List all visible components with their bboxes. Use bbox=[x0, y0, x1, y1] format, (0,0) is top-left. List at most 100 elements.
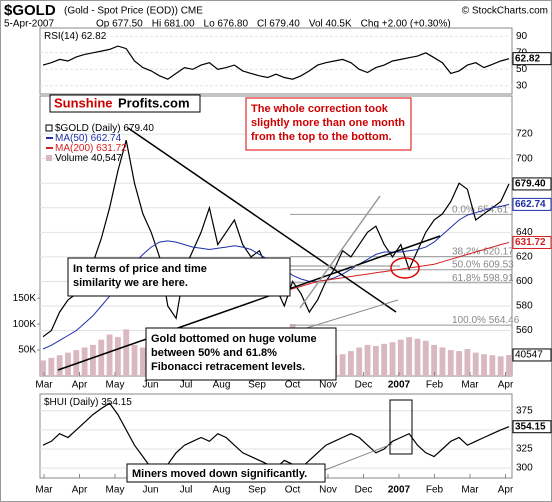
legend-entry: $GOLD (Daily) 679.40 bbox=[55, 123, 154, 134]
volume-bar bbox=[497, 356, 504, 376]
stat: Vol 40.5K bbox=[309, 19, 352, 30]
fib-label: 38.2% 620.17 bbox=[452, 246, 514, 257]
legend-name: MA(200) bbox=[55, 143, 93, 154]
fib-percent: 50.0% bbox=[452, 259, 480, 270]
volume-bar bbox=[48, 357, 55, 376]
fib-value: 620.17 bbox=[483, 246, 514, 257]
stat: Op 677.50 bbox=[96, 19, 143, 30]
y2-tick-label: 100K bbox=[13, 319, 37, 330]
fib-label: 50.0% 609.53 bbox=[452, 259, 514, 270]
logo bbox=[49, 94, 201, 113]
volume-bar bbox=[364, 344, 371, 376]
legend-swatch bbox=[45, 124, 53, 132]
description: (Gold - Spot Price (EOD)) CME bbox=[64, 6, 203, 17]
volume-bar bbox=[56, 355, 63, 376]
legend-entry: MA(50) 662.74 bbox=[55, 133, 122, 144]
last-value-label: 40547 bbox=[515, 350, 543, 361]
legend-value: 631.72 bbox=[96, 143, 127, 154]
x-tick-label: Mar bbox=[35, 485, 53, 496]
fib-percent: 38.2% bbox=[452, 246, 480, 257]
x-tick-label: Aug bbox=[213, 380, 231, 391]
stat: Hi 681.00 bbox=[152, 19, 195, 30]
volume-bar bbox=[489, 355, 496, 376]
note-box bbox=[126, 463, 326, 483]
volume-bar bbox=[439, 347, 446, 376]
volume-bar bbox=[90, 344, 96, 376]
volume-bar bbox=[81, 347, 88, 376]
last-value-label: 662.74 bbox=[515, 199, 546, 210]
volume-bar bbox=[472, 352, 479, 376]
last-value-box bbox=[512, 348, 552, 362]
stat: Chg +2.00 (+0.30%) bbox=[361, 19, 451, 30]
x-tick-label: May bbox=[106, 485, 125, 496]
volume-bar bbox=[389, 342, 396, 376]
y-tick-label: 300 bbox=[516, 463, 533, 474]
volume-bar bbox=[456, 351, 462, 376]
stats: Op 677.50 Hi 681.00 Lo 676.80 Cl 679.40 Vol … bbox=[96, 19, 451, 30]
note-line: similarity we are here. bbox=[73, 277, 188, 289]
y-tick-label: 325 bbox=[516, 444, 533, 455]
date: 5-Apr-2007 bbox=[4, 19, 54, 30]
credit: © StockCharts.com bbox=[462, 6, 548, 17]
volume-bar bbox=[356, 347, 363, 376]
legend-entry: Volume 40,547 bbox=[55, 153, 122, 164]
last-value-box bbox=[512, 52, 552, 66]
x-tick-label: Jun bbox=[142, 485, 158, 496]
note: The whole correction took slightly more t… bbox=[251, 103, 405, 143]
legend-value: 662.74 bbox=[91, 133, 122, 144]
x-tick-label: Apr bbox=[498, 380, 514, 391]
x-tick-label: Jul bbox=[180, 485, 193, 496]
x-tick-label: Mar bbox=[461, 485, 479, 496]
note-line: slightly more than one month bbox=[251, 117, 405, 129]
logo-first: Sunshine bbox=[54, 95, 113, 110]
last-value-label: 62.82 bbox=[515, 53, 540, 64]
legend-name: Volume bbox=[55, 153, 89, 164]
legend-entry: $HUI (Daily) 354.15 bbox=[44, 397, 132, 408]
x-tick-label: Dec bbox=[355, 380, 373, 391]
x-tick-label: Apr bbox=[72, 485, 88, 496]
note: In terms of price and time similarity we … bbox=[73, 263, 207, 289]
stat: Lo 676.80 bbox=[204, 19, 249, 30]
x-tick-label: Aug bbox=[213, 485, 231, 496]
rsi-panel bbox=[39, 27, 513, 95]
trend-line bbox=[57, 235, 441, 371]
note-line: between 50% and 61.8% bbox=[151, 347, 277, 359]
x-tick-label: 2007 bbox=[388, 380, 411, 391]
logo-second: Profits.com bbox=[118, 95, 190, 110]
legend-value: 40,547 bbox=[91, 153, 122, 164]
x-tick-label: Feb bbox=[426, 380, 444, 391]
volume-bar bbox=[98, 339, 105, 376]
note-line: Gold bottomed on huge volume bbox=[151, 333, 317, 345]
note: Gold bottomed on huge volume between 50% … bbox=[151, 333, 317, 373]
fib-label: 0.0% 654.61 bbox=[452, 204, 509, 215]
volume-bar bbox=[347, 351, 354, 376]
volume-bar bbox=[506, 354, 512, 376]
volume-bar bbox=[65, 352, 71, 376]
x-tick-label: Dec bbox=[355, 485, 373, 496]
y-tick-label: 50 bbox=[516, 64, 528, 75]
x-tick-label: Nov bbox=[319, 380, 337, 391]
legend-name: MA(50) bbox=[55, 133, 88, 144]
note: Miners moved down significantly. bbox=[132, 468, 307, 480]
y-tick-label: 600 bbox=[516, 276, 533, 287]
volume-bar bbox=[106, 334, 113, 376]
y-tick-label: 375 bbox=[516, 405, 533, 416]
fib-percent: 100.0% bbox=[452, 315, 486, 326]
last-value-label: 631.72 bbox=[515, 237, 546, 248]
note-line: Miners moved down significantly. bbox=[132, 468, 307, 480]
x-tick-label: Apr bbox=[498, 485, 514, 496]
last-value-label: 354.15 bbox=[515, 421, 546, 432]
last-value-box bbox=[512, 420, 552, 434]
volume-bar bbox=[422, 340, 429, 376]
x-tick-label: Mar bbox=[461, 380, 479, 391]
highlight-box bbox=[389, 399, 413, 455]
last-value-box bbox=[512, 177, 552, 191]
note-box bbox=[245, 97, 412, 151]
volume-bar bbox=[372, 345, 379, 376]
volume-bar bbox=[397, 339, 404, 376]
volume-bar bbox=[481, 354, 487, 376]
volume-bar bbox=[414, 338, 421, 376]
note-line: Fibonacci retracement levels. bbox=[151, 361, 305, 373]
fib-percent: 0.0% bbox=[452, 204, 475, 215]
legend-value: 354.15 bbox=[101, 397, 132, 408]
